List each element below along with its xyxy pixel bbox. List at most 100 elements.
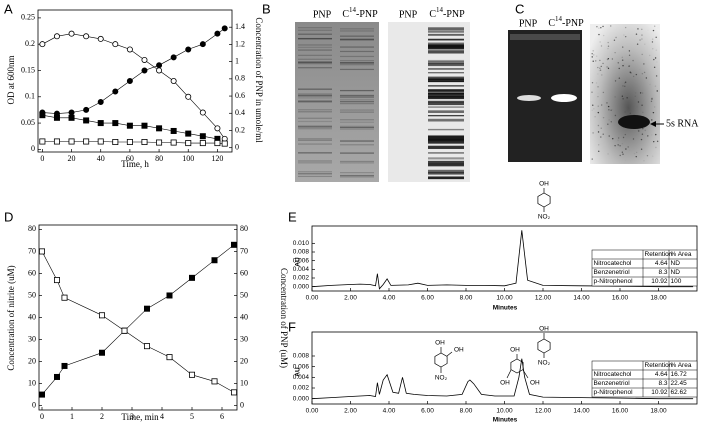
blot-noise xyxy=(649,114,650,115)
trace xyxy=(311,358,694,400)
blot-noise xyxy=(622,136,625,139)
gel-band xyxy=(428,27,464,31)
y-tick-label: 0.008 xyxy=(293,249,310,256)
x-tick-label: 4.00 xyxy=(383,408,396,415)
fit-line xyxy=(41,251,235,393)
x-tick-label: 16.00 xyxy=(612,408,629,415)
gel-band xyxy=(298,33,332,35)
gel-band xyxy=(298,93,332,95)
blot-noise xyxy=(643,63,645,65)
data-point xyxy=(99,312,106,319)
x-tick-label: 40 xyxy=(97,154,105,163)
data-point xyxy=(112,41,119,48)
blot-noise xyxy=(655,75,658,77)
blot-noise xyxy=(621,59,624,61)
band-label: 5s RNA xyxy=(666,118,699,129)
data-point xyxy=(185,93,192,100)
blot-noise xyxy=(647,135,649,137)
gel-band xyxy=(298,37,332,40)
gel-band xyxy=(340,128,374,130)
gel-band xyxy=(298,27,332,29)
blot-noise xyxy=(592,60,594,62)
gel-bands xyxy=(298,25,659,180)
blot-noise xyxy=(641,92,644,94)
data-point xyxy=(68,114,75,121)
x-tick-label: 14.00 xyxy=(573,295,590,302)
blot-noise xyxy=(637,28,639,30)
blot-noise xyxy=(602,34,605,37)
blot-noise xyxy=(635,151,638,154)
lane-label: PNP xyxy=(519,18,538,29)
blot-noise xyxy=(597,131,600,133)
y-tick-label: 0.2 xyxy=(25,39,35,48)
x-tick-label: 3 xyxy=(130,412,134,421)
x-tick-label: 0 xyxy=(40,412,44,421)
blot-noise xyxy=(592,50,594,52)
gel-band xyxy=(340,119,374,121)
blot-noise xyxy=(621,95,624,97)
gel-band xyxy=(340,162,374,164)
blot-noise xyxy=(597,144,600,146)
blot-noise xyxy=(639,39,641,41)
blot-noise xyxy=(598,27,600,29)
blot-noise xyxy=(615,36,617,39)
panel-letter: E xyxy=(288,209,297,224)
gel-band xyxy=(298,101,332,103)
blot-noise xyxy=(651,134,653,136)
blot-noise xyxy=(638,158,639,159)
table-cell: 8.3 xyxy=(658,269,667,276)
y2-tick-label: 1.4 xyxy=(235,22,245,31)
structure-label: OH xyxy=(539,181,549,188)
structure-label: OH xyxy=(454,347,464,354)
y2-tick-label: 10 xyxy=(240,378,248,387)
lane-label: C14-PNP xyxy=(548,15,584,30)
gel-band xyxy=(340,139,374,142)
blot-noise xyxy=(599,59,601,62)
gel-band xyxy=(428,93,464,97)
gel-band xyxy=(298,109,332,111)
x-tick-label: 2.00 xyxy=(344,408,357,415)
table-cell: Benzenetriol xyxy=(594,380,631,387)
structure-label: OH xyxy=(510,347,520,354)
x-tick-label: 12.00 xyxy=(535,408,552,415)
gel-band xyxy=(340,174,374,177)
y-tick-label: 0.008 xyxy=(293,353,310,360)
blot-noise xyxy=(655,49,658,51)
table-cell: p-Nitrophenol xyxy=(594,389,634,396)
data-point xyxy=(143,343,150,350)
data-point xyxy=(214,140,221,147)
y-tick-label: 0.006 xyxy=(293,363,310,370)
blot-noise xyxy=(653,106,656,108)
blot-noise xyxy=(624,85,626,87)
data-point xyxy=(170,54,177,61)
plot-frame xyxy=(37,9,233,153)
gel-band xyxy=(428,85,464,87)
blot-noise xyxy=(648,54,651,57)
gel-band xyxy=(298,46,332,48)
lane-label: PNP xyxy=(313,9,332,20)
blot-noise xyxy=(607,47,609,50)
blot-noise xyxy=(622,153,624,155)
blot-noise xyxy=(597,124,599,127)
blot-noise xyxy=(655,133,657,136)
gel-band xyxy=(298,61,332,63)
blot-noise xyxy=(623,34,625,36)
x-tick-label: 120 xyxy=(211,154,223,163)
table-header: % Area xyxy=(671,251,692,258)
blot-noise xyxy=(632,75,635,78)
data-point xyxy=(199,133,206,140)
gel-band xyxy=(298,117,332,119)
blot-noise xyxy=(607,41,609,44)
x-axis-label: Minutes xyxy=(493,305,518,312)
gel-band xyxy=(340,95,374,97)
blot-noise xyxy=(617,137,620,139)
fit-line xyxy=(42,33,225,140)
blot-noise xyxy=(652,111,655,114)
data-point xyxy=(199,140,206,147)
blot-noise xyxy=(592,104,594,106)
blot-noise xyxy=(600,104,603,106)
lane-label-part: C xyxy=(548,18,555,29)
blot-noise xyxy=(617,62,619,64)
blot-noise xyxy=(606,102,608,104)
gel-band xyxy=(551,94,577,102)
